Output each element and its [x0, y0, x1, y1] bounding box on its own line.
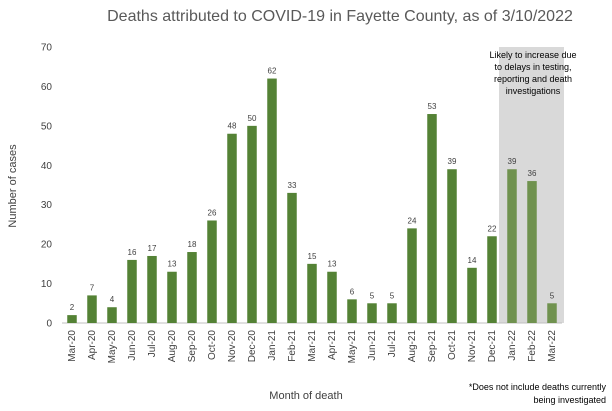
y-tick-label: 70: [41, 43, 53, 54]
bar-jul-21: [387, 303, 397, 323]
x-tick-label: Jul-21: [387, 330, 398, 358]
x-tick-label: May-20: [107, 330, 118, 364]
bar-may-20: [107, 307, 117, 323]
x-tick-label: Jun-20: [127, 330, 138, 361]
data-label-oct-20: 26: [208, 208, 217, 217]
x-tick-label: Apr-20: [87, 330, 98, 360]
footnote-line: *Does not include deaths currently: [469, 382, 607, 392]
y-tick-label: 60: [41, 82, 53, 93]
bar-nov-21: [467, 267, 477, 323]
highlight-note-line: investigations: [506, 86, 561, 96]
bar-sep-20: [187, 252, 197, 323]
x-tick-label: Mar-22: [547, 330, 558, 362]
x-tick-label: Jun-21: [367, 330, 378, 361]
data-label-mar-20: 2: [70, 303, 75, 312]
bar-mar-22: [547, 303, 557, 323]
y-tick-label: 0: [46, 319, 52, 330]
data-label-sep-21: 53: [428, 102, 437, 111]
bar-may-21: [347, 299, 357, 323]
highlight-note-line: reporting and death: [494, 74, 572, 84]
x-tick-label: Feb-22: [527, 330, 538, 362]
x-tick-label: Apr-21: [327, 330, 338, 360]
x-tick-label: Mar-20: [67, 330, 78, 362]
chart-title: Deaths attributed to COVID-19 in Fayette…: [107, 8, 573, 25]
bar-mar-20: [67, 315, 77, 323]
x-tick-label: May-21: [347, 330, 358, 364]
bar-aug-20: [167, 271, 177, 323]
bar-mar-21: [307, 263, 317, 323]
y-axis-ticks: 0 10 20 30 40 50 60 70: [41, 43, 53, 330]
y-tick-label: 10: [41, 279, 53, 290]
x-tick-label: Nov-20: [227, 330, 238, 363]
x-tick-label: Dec-20: [247, 330, 258, 363]
x-tick-label: Jan-22: [507, 330, 518, 361]
bar-feb-21: [287, 192, 297, 323]
bar-apr-21: [327, 271, 337, 323]
bar-nov-20: [227, 133, 237, 323]
y-tick-label: 30: [41, 200, 53, 211]
bar-sep-21: [427, 114, 437, 324]
data-label-feb-21: 33: [288, 181, 297, 190]
x-axis-ticks: Mar-20 Apr-20 May-20 Jun-20 Jul-20 Aug-20 Sep-…: [67, 330, 558, 364]
data-label-jan-22: 39: [508, 157, 517, 166]
bar-jun-21: [367, 303, 377, 323]
x-tick-label: Jan-21: [267, 330, 278, 361]
data-label-jul-21: 5: [390, 291, 395, 300]
y-tick-label: 40: [41, 161, 53, 172]
bars: [67, 78, 557, 324]
data-label-may-20: 4: [110, 295, 115, 304]
highlight-note: Likely to increase due to delays in testi…: [489, 50, 576, 96]
data-label-mar-21: 15: [308, 252, 317, 261]
data-label-jun-21: 5: [370, 291, 375, 300]
data-label-feb-22: 36: [528, 169, 537, 178]
x-tick-label: Feb-21: [287, 330, 298, 362]
x-tick-label: Mar-21: [307, 330, 318, 362]
data-label-sep-20: 18: [188, 240, 197, 249]
footnote: *Does not include deaths currently being …: [469, 382, 607, 405]
x-tick-label: Dec-21: [487, 330, 498, 363]
data-label-mar-22: 5: [550, 291, 555, 300]
bar-oct-21: [447, 169, 457, 323]
bar-oct-20: [207, 220, 217, 323]
x-tick-label: Jul-20: [147, 330, 158, 358]
bar-dec-20: [247, 125, 257, 323]
data-label-aug-21: 24: [408, 216, 417, 225]
data-label-dec-21: 22: [488, 224, 497, 233]
x-axis-label: Month of death: [269, 390, 342, 402]
bar-feb-22: [527, 181, 537, 323]
data-label-apr-20: 7: [90, 283, 95, 292]
bar-apr-20: [87, 295, 97, 323]
y-tick-label: 50: [41, 121, 53, 132]
bar-jan-21: [267, 78, 277, 324]
x-tick-label: Aug-20: [167, 330, 178, 363]
data-label-oct-21: 39: [448, 157, 457, 166]
data-label-jun-20: 16: [128, 248, 137, 257]
data-label-may-21: 6: [350, 287, 355, 296]
x-tick-label: Sep-20: [187, 330, 198, 363]
data-label-jan-21: 62: [268, 67, 277, 76]
x-tick-label: Nov-21: [467, 330, 478, 363]
data-label-nov-21: 14: [468, 256, 477, 265]
x-tick-label: Oct-20: [207, 330, 218, 360]
data-label-dec-20: 50: [248, 114, 257, 123]
bar-jun-20: [127, 259, 137, 323]
bar-jan-22: [507, 169, 517, 323]
x-tick-label: Aug-21: [407, 330, 418, 363]
data-label-jul-20: 17: [148, 244, 157, 253]
x-tick-label: Sep-21: [427, 330, 438, 363]
data-label-nov-20: 48: [228, 122, 237, 131]
y-tick-label: 20: [41, 240, 53, 251]
highlight-note-line: to delays in testing,: [494, 62, 571, 72]
footnote-line: being investigated: [533, 395, 606, 405]
bar-dec-21: [487, 236, 497, 323]
data-labels: 2 7 4 16 17 13 18 26 48 50 62 33 15 13 6 5 5 24 53 39 14 22 39…: [70, 67, 555, 313]
bar-aug-21: [407, 228, 417, 323]
y-axis-label: Number of cases: [7, 144, 19, 228]
bar-jul-20: [147, 255, 157, 323]
highlight-note-line: Likely to increase due: [489, 50, 576, 60]
data-label-aug-20: 13: [168, 260, 177, 269]
data-label-apr-21: 13: [328, 260, 337, 269]
x-tick-label: Oct-21: [447, 330, 458, 360]
